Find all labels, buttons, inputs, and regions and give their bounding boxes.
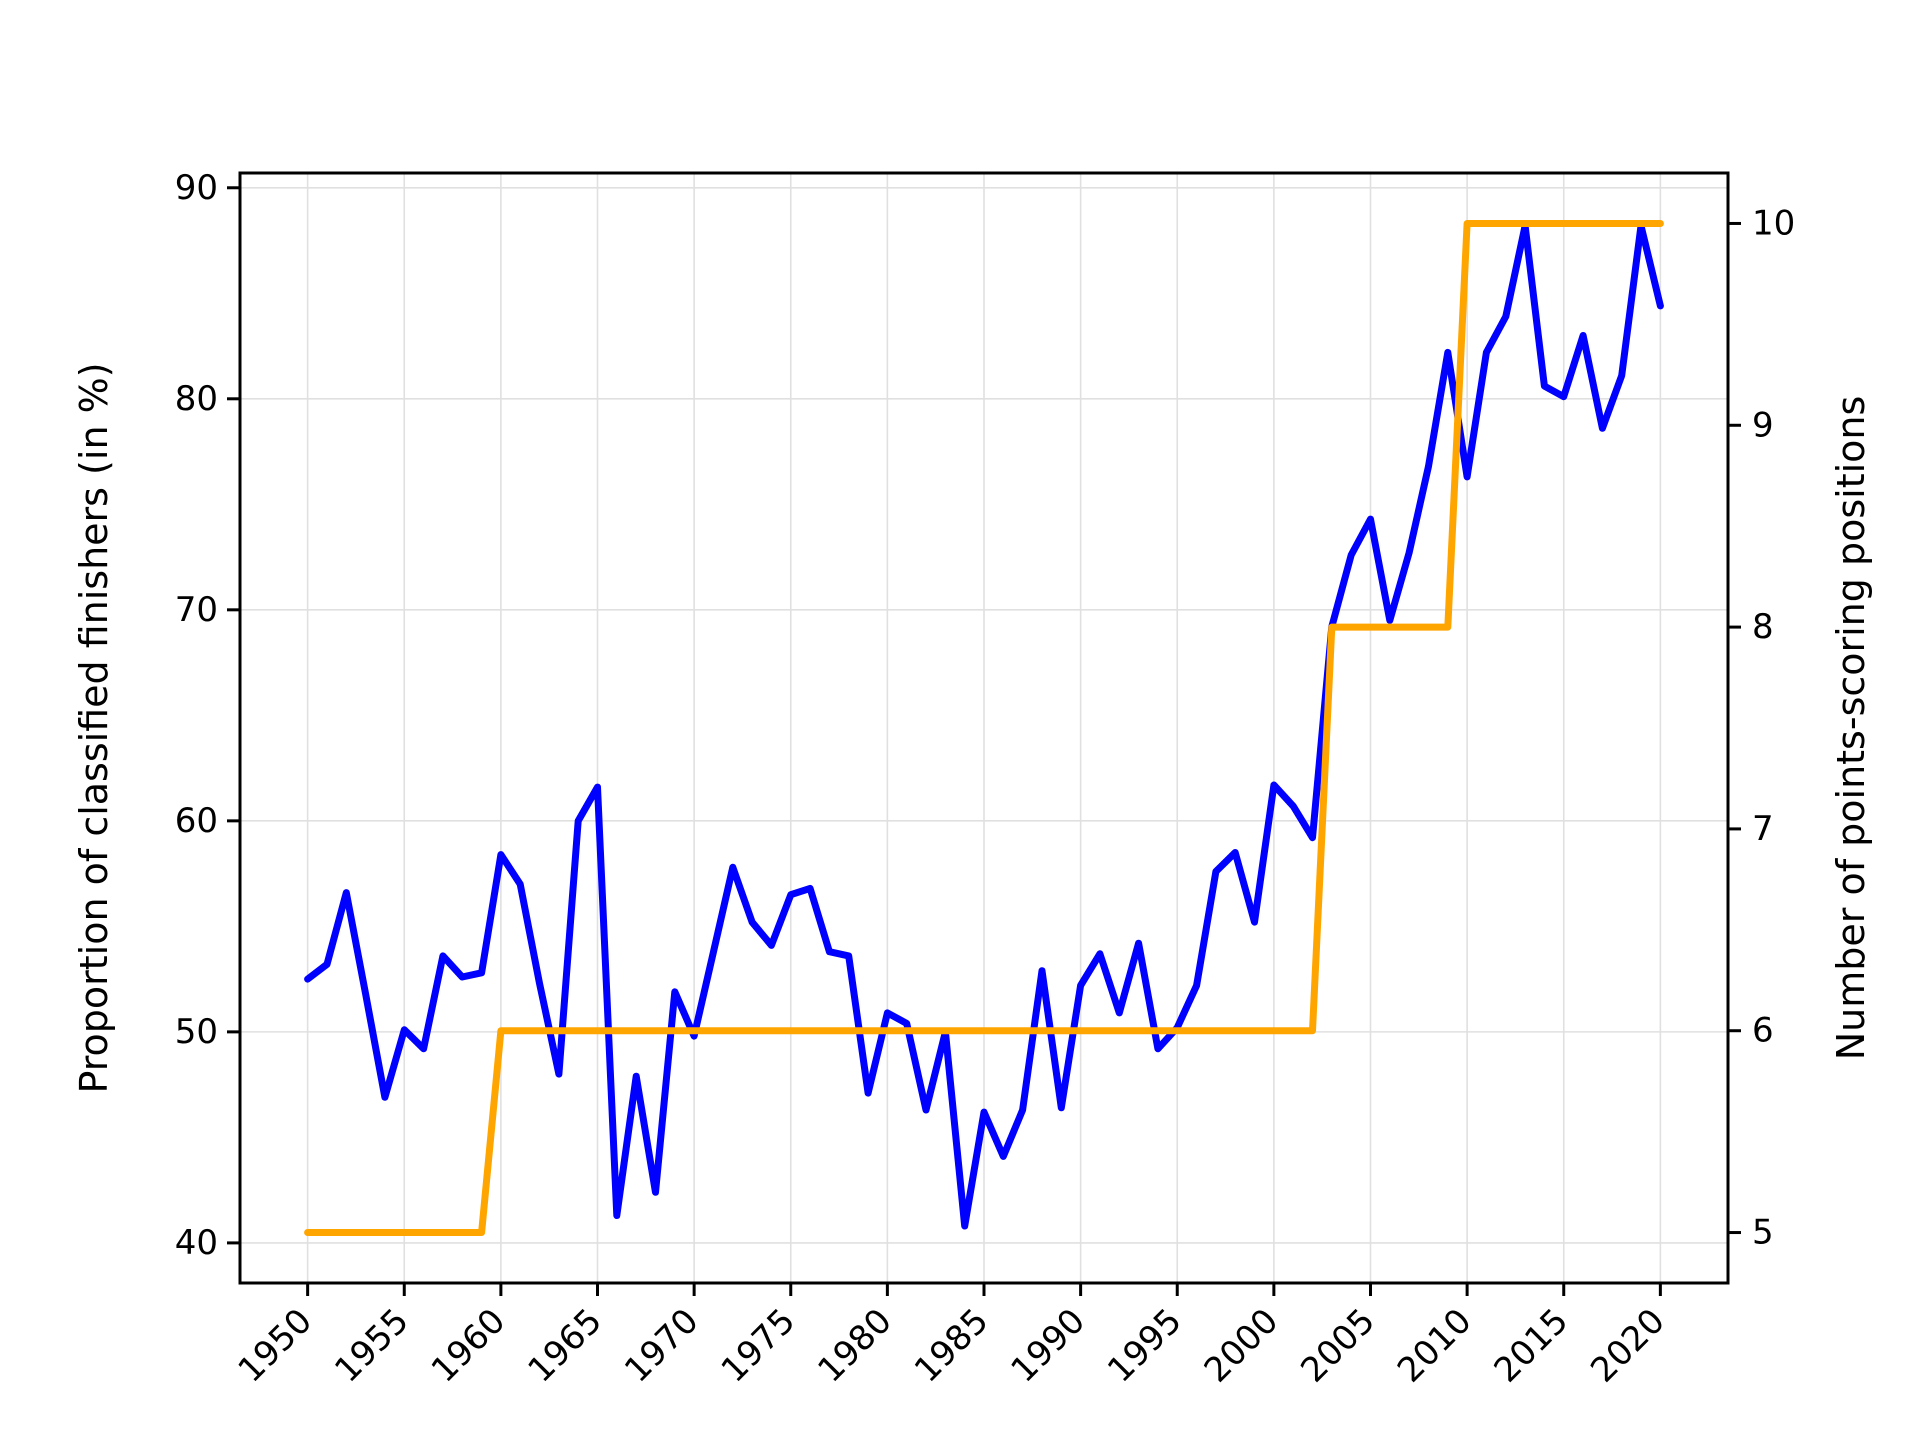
- tick-label-x: 2015: [1487, 1301, 1576, 1390]
- tick-label-x: 1980: [810, 1301, 899, 1390]
- tick-label-y-left: 90: [175, 168, 218, 208]
- tick-label-x: 1950: [231, 1301, 320, 1390]
- series-line-points-positions: [304, 220, 1664, 1236]
- tick-label-y-left: 70: [175, 590, 218, 630]
- y-axis-label-right: Number of points-scoring positions: [1829, 395, 1873, 1061]
- tick-label-y-left: 50: [175, 1012, 218, 1052]
- tick-label-y-left: 60: [175, 801, 218, 841]
- tick-label-y-right: 5: [1752, 1213, 1774, 1253]
- tick-label-y-left: 40: [175, 1223, 218, 1263]
- tick-label-x: 2000: [1197, 1301, 1286, 1390]
- tick-label-x: 1985: [907, 1301, 996, 1390]
- tick-label-y-right: 9: [1752, 405, 1774, 445]
- tick-label-x: 2005: [1293, 1301, 1382, 1390]
- tick-label-x: 1970: [617, 1301, 706, 1390]
- tick-label-x: 1975: [714, 1301, 803, 1390]
- tick-label-y-right: 10: [1752, 203, 1795, 243]
- tick-label-y-left: 80: [175, 379, 218, 419]
- y-axis-label-left: Proportion of classified finishers (in %…: [72, 362, 116, 1094]
- tick-label-x: 2010: [1390, 1301, 1479, 1390]
- tick-label-y-right: 8: [1752, 607, 1774, 647]
- series-line-classified-finishers: [304, 222, 1664, 1230]
- tick-label-x: 1995: [1100, 1301, 1189, 1390]
- tick-label-x: 1990: [1004, 1301, 1093, 1390]
- tick-label-y-right: 6: [1752, 1011, 1774, 1051]
- tick-label-x: 1960: [424, 1301, 513, 1390]
- tick-label-x: 1965: [520, 1301, 609, 1390]
- tick-label-x: 2020: [1583, 1301, 1672, 1390]
- tick-label-x: 1955: [327, 1301, 416, 1390]
- tick-label-y-right: 7: [1752, 809, 1774, 849]
